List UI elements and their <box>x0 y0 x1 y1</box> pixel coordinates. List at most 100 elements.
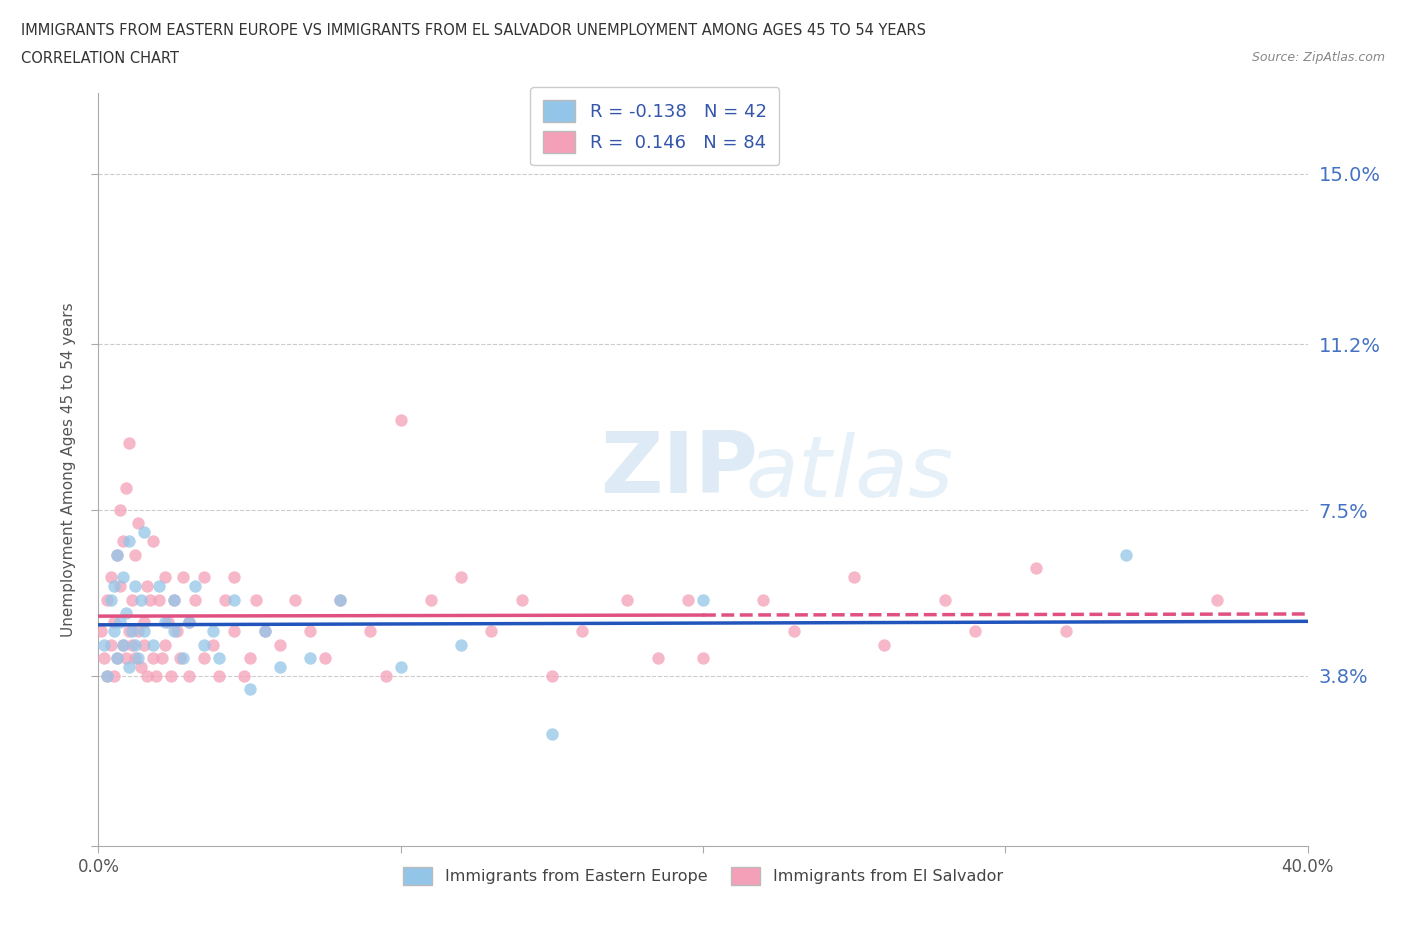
Point <box>160 669 183 684</box>
Point <box>121 637 143 652</box>
Point <box>100 637 122 652</box>
Point <box>676 592 699 607</box>
Point <box>103 615 125 630</box>
Point <box>132 615 155 630</box>
Point <box>360 624 382 639</box>
Point <box>214 592 236 607</box>
Point <box>540 669 562 684</box>
Text: CORRELATION CHART: CORRELATION CHART <box>21 51 179 66</box>
Point <box>129 659 152 674</box>
Point <box>118 624 141 639</box>
Point <box>193 651 215 666</box>
Point <box>142 534 165 549</box>
Point <box>156 615 179 630</box>
Point <box>93 651 115 666</box>
Point <box>1206 592 1229 607</box>
Point <box>139 592 162 607</box>
Point <box>100 570 122 585</box>
Point <box>329 592 352 607</box>
Point <box>105 651 128 666</box>
Point <box>314 651 336 666</box>
Point <box>103 669 125 684</box>
Point <box>269 637 291 652</box>
Point <box>1024 561 1046 576</box>
Point <box>103 624 125 639</box>
Point <box>135 669 157 684</box>
Point <box>374 669 396 684</box>
Point <box>124 578 146 593</box>
Point <box>153 637 176 652</box>
Point <box>105 548 128 563</box>
Point <box>647 651 669 666</box>
Point <box>114 605 136 620</box>
Point <box>166 624 188 639</box>
Point <box>148 592 170 607</box>
Point <box>239 651 262 666</box>
Point <box>153 570 176 585</box>
Point <box>118 534 141 549</box>
Point <box>96 592 118 607</box>
Point <box>169 651 191 666</box>
Point <box>299 651 322 666</box>
Text: Source: ZipAtlas.com: Source: ZipAtlas.com <box>1251 51 1385 64</box>
Point <box>616 592 638 607</box>
Point <box>224 592 246 607</box>
Point <box>783 624 806 639</box>
Point <box>124 548 146 563</box>
Point <box>202 637 225 652</box>
Point <box>132 624 155 639</box>
Point <box>121 592 143 607</box>
Point <box>118 435 141 450</box>
Point <box>127 624 149 639</box>
Point <box>121 624 143 639</box>
Point <box>145 669 167 684</box>
Point <box>844 570 866 585</box>
Point <box>96 669 118 684</box>
Point <box>132 525 155 539</box>
Text: ZIP: ZIP <box>600 428 758 512</box>
Point <box>184 592 207 607</box>
Point <box>224 624 246 639</box>
Point <box>90 624 112 639</box>
Point <box>103 578 125 593</box>
Point <box>965 624 987 639</box>
Text: atlas: atlas <box>745 432 953 515</box>
Point <box>105 651 128 666</box>
Point <box>114 651 136 666</box>
Point <box>148 578 170 593</box>
Point <box>150 651 173 666</box>
Point <box>450 570 472 585</box>
Point <box>1054 624 1077 639</box>
Point <box>269 659 291 674</box>
Point <box>111 570 134 585</box>
Point <box>571 624 593 639</box>
Point <box>873 637 896 652</box>
Point <box>163 592 186 607</box>
Point <box>127 516 149 531</box>
Point <box>420 592 443 607</box>
Point <box>510 592 533 607</box>
Point <box>253 624 276 639</box>
Point <box>132 637 155 652</box>
Point <box>108 578 131 593</box>
Point <box>172 570 194 585</box>
Point <box>142 637 165 652</box>
Point <box>450 637 472 652</box>
Point <box>163 592 186 607</box>
Legend: Immigrants from Eastern Europe, Immigrants from El Salvador: Immigrants from Eastern Europe, Immigran… <box>396 861 1010 891</box>
Point <box>96 669 118 684</box>
Point <box>153 615 176 630</box>
Point <box>224 570 246 585</box>
Point <box>93 637 115 652</box>
Point <box>232 669 254 684</box>
Point <box>124 651 146 666</box>
Point <box>208 651 231 666</box>
Point <box>389 659 412 674</box>
Point <box>127 651 149 666</box>
Point <box>163 624 186 639</box>
Point <box>179 669 201 684</box>
Point <box>481 624 503 639</box>
Point <box>114 480 136 495</box>
Point <box>111 637 134 652</box>
Point <box>142 651 165 666</box>
